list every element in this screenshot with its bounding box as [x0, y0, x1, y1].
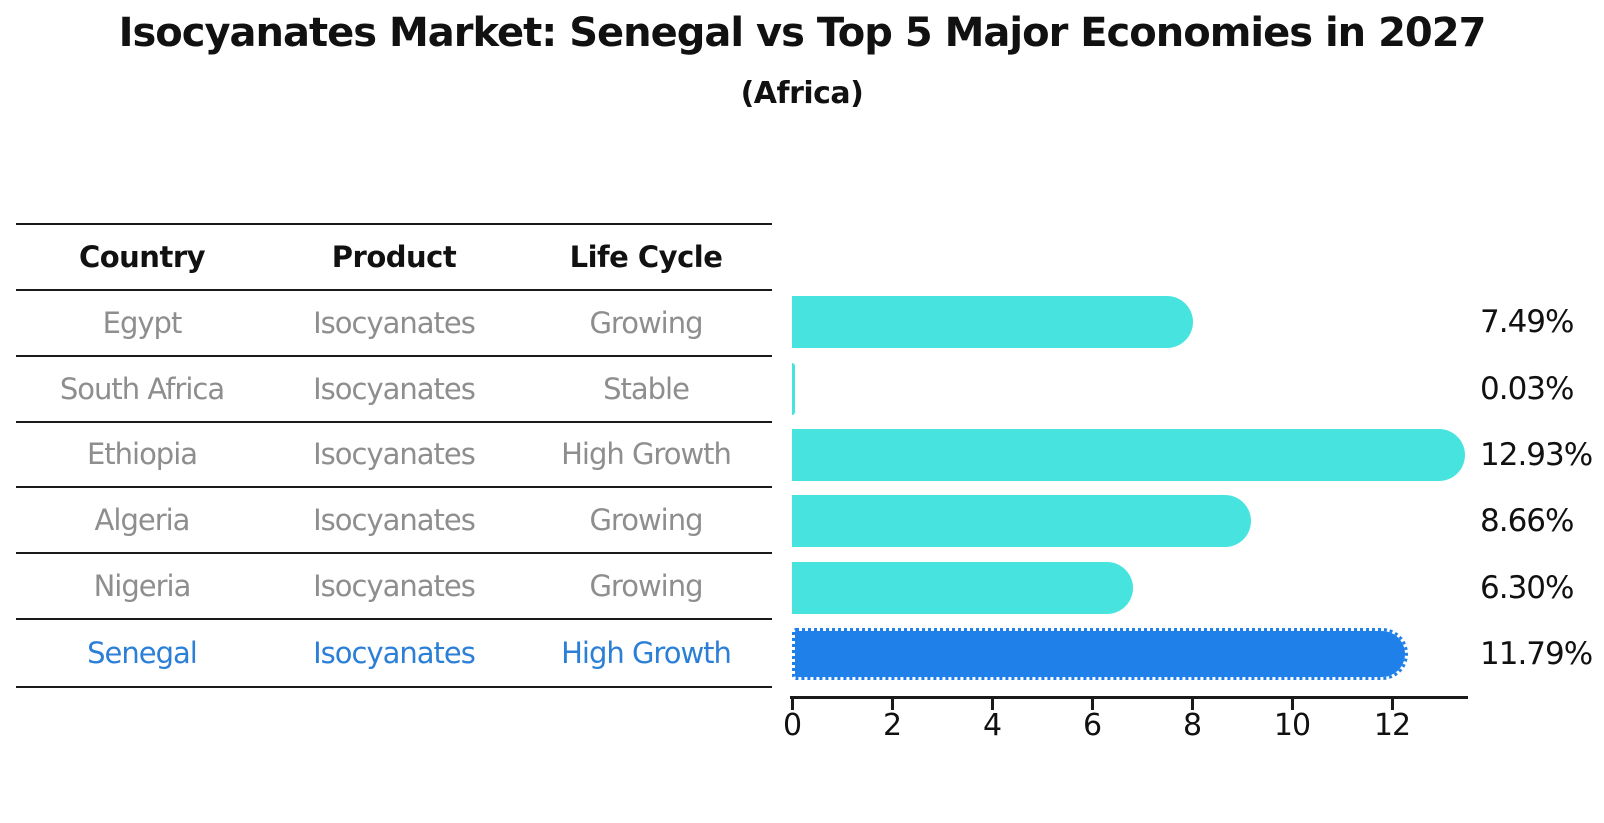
table-row-nigeria: Nigeria Isocyanates Growing: [16, 554, 772, 621]
value-label-senegal: 11.79%: [1480, 636, 1593, 673]
x-tick-label-0: 0: [782, 708, 802, 743]
bar-row-ethiopia: [792, 422, 1492, 488]
table-row-senegal: Senegal Isocyanates High Growth: [16, 620, 772, 686]
bar-nigeria: [792, 561, 1133, 614]
cell-product: Isocyanates: [313, 636, 476, 671]
chart-subtitle: (Africa): [740, 76, 864, 111]
header-cell-product: Product: [331, 239, 457, 274]
x-tick-label-10: 10: [1273, 708, 1311, 743]
header-cell-country: Country: [78, 239, 206, 274]
cell-life-cycle: High Growth: [561, 636, 732, 671]
value-label-algeria: 8.66%: [1480, 503, 1574, 540]
cell-life-cycle: Growing: [589, 305, 703, 340]
x-tick-10: [1291, 699, 1294, 710]
bar-row-algeria: [792, 488, 1492, 554]
x-tick-label-2: 2: [882, 708, 902, 743]
cell-product: Isocyanates: [313, 371, 476, 406]
cell-product: Isocyanates: [313, 305, 476, 340]
table-row-south-africa: South Africa Isocyanates Stable: [16, 357, 772, 423]
x-tick-label-6: 6: [1082, 708, 1102, 743]
bar-row-south-africa: [792, 355, 1492, 421]
cell-life-cycle: Growing: [589, 569, 703, 604]
value-labels: 7.49% 0.03% 12.93% 8.66% 6.30% 11.79%: [1480, 289, 1604, 689]
bar-ethiopia: [792, 429, 1465, 482]
bar-south-africa: [792, 362, 795, 415]
cell-country: Ethiopia: [86, 437, 198, 472]
value-label-south-africa: 0.03%: [1480, 370, 1574, 407]
table-header-row: Country Product Life Cycle: [16, 225, 772, 291]
bars-area: [792, 289, 1492, 689]
x-tick-0: [791, 699, 794, 710]
x-tick-label-12: 12: [1373, 708, 1411, 743]
x-tick-label-4: 4: [982, 708, 1002, 743]
bar-row-egypt: [792, 289, 1492, 355]
bar-row-senegal: [792, 621, 1492, 687]
table-row-egypt: Egypt Isocyanates Growing: [16, 291, 772, 357]
cell-country: Senegal: [87, 636, 198, 671]
chart-title: Isocyanates Market: Senegal vs Top 5 Maj…: [118, 10, 1487, 56]
cell-life-cycle: Stable: [603, 371, 690, 406]
x-tick-12: [1391, 699, 1394, 710]
cell-product: Isocyanates: [313, 437, 476, 472]
bar-row-nigeria: [792, 555, 1492, 621]
bar-egypt: [792, 296, 1193, 349]
x-axis: 0 2 4 6 8 10 12: [783, 696, 1468, 756]
value-label-ethiopia: 12.93%: [1480, 437, 1593, 474]
cell-life-cycle: Growing: [589, 503, 703, 538]
cell-product: Isocyanates: [313, 569, 476, 604]
x-axis-line: [790, 696, 1468, 699]
header-cell-life-cycle: Life Cycle: [569, 239, 723, 274]
table-row-ethiopia: Ethiopia Isocyanates High Growth: [16, 423, 772, 489]
cell-country: Nigeria: [93, 569, 192, 604]
value-label-nigeria: 6.30%: [1480, 569, 1574, 606]
x-tick-label-8: 8: [1182, 708, 1202, 743]
value-label-egypt: 7.49%: [1480, 304, 1574, 341]
bar-algeria: [792, 495, 1251, 548]
bar-senegal: [792, 628, 1408, 681]
x-tick-2: [891, 699, 894, 710]
cell-country: South Africa: [59, 371, 225, 406]
cell-country: Egypt: [102, 305, 183, 340]
cell-product: Isocyanates: [313, 503, 476, 538]
x-tick-8: [1191, 699, 1194, 710]
cell-country: Algeria: [94, 503, 191, 538]
x-tick-4: [991, 699, 994, 710]
cell-life-cycle: High Growth: [561, 437, 732, 472]
table-row-algeria: Algeria Isocyanates Growing: [16, 488, 772, 555]
x-tick-6: [1091, 699, 1094, 710]
data-table: Country Product Life Cycle Egypt Isocyanates…: [16, 223, 772, 688]
